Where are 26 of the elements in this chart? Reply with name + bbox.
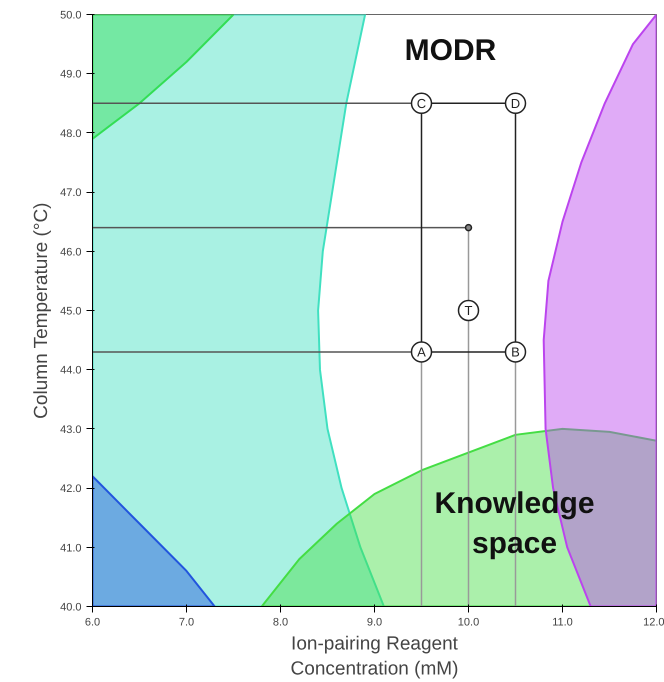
data-label: B — [511, 344, 520, 360]
x-tick-label: 11.0 — [552, 616, 573, 628]
x-tick-label: 8.0 — [272, 616, 288, 628]
annotation: MODR — [404, 34, 497, 67]
y-axis-title: Column Temperature (°C) — [31, 202, 52, 419]
x-tick-label: 9.0 — [366, 616, 382, 628]
y-tick-label: 46.0 — [60, 246, 82, 258]
x-tick-label: 6.0 — [84, 616, 100, 628]
y-tick-label: 47.0 — [60, 187, 82, 200]
y-tick-label: 45.0 — [60, 306, 82, 318]
data-label: T — [464, 303, 473, 318]
y-tick-label: 40.0 — [60, 602, 82, 614]
x-tick-label: 7.0 — [178, 616, 194, 628]
x-axis-title: Ion-pairing Reagent Concentration (mM) — [290, 634, 459, 680]
x-tick-label: 10.0 — [458, 616, 480, 628]
y-tick-label: 49.0 — [60, 68, 82, 81]
y-tick-label: 48.0 — [60, 128, 82, 140]
y-tick-label: 43.0 — [60, 424, 82, 436]
x-tick-label: 12.0 — [643, 616, 664, 628]
y-tick-label: 50.0 — [60, 10, 82, 22]
y-tick-label: 42.0 — [60, 483, 82, 496]
y-tick-label: 44.0 — [60, 364, 82, 377]
data-label: C — [416, 96, 426, 111]
data-label: D — [510, 96, 520, 111]
y-tick-label: 41.0 — [60, 542, 82, 554]
data-label: A — [417, 344, 426, 360]
